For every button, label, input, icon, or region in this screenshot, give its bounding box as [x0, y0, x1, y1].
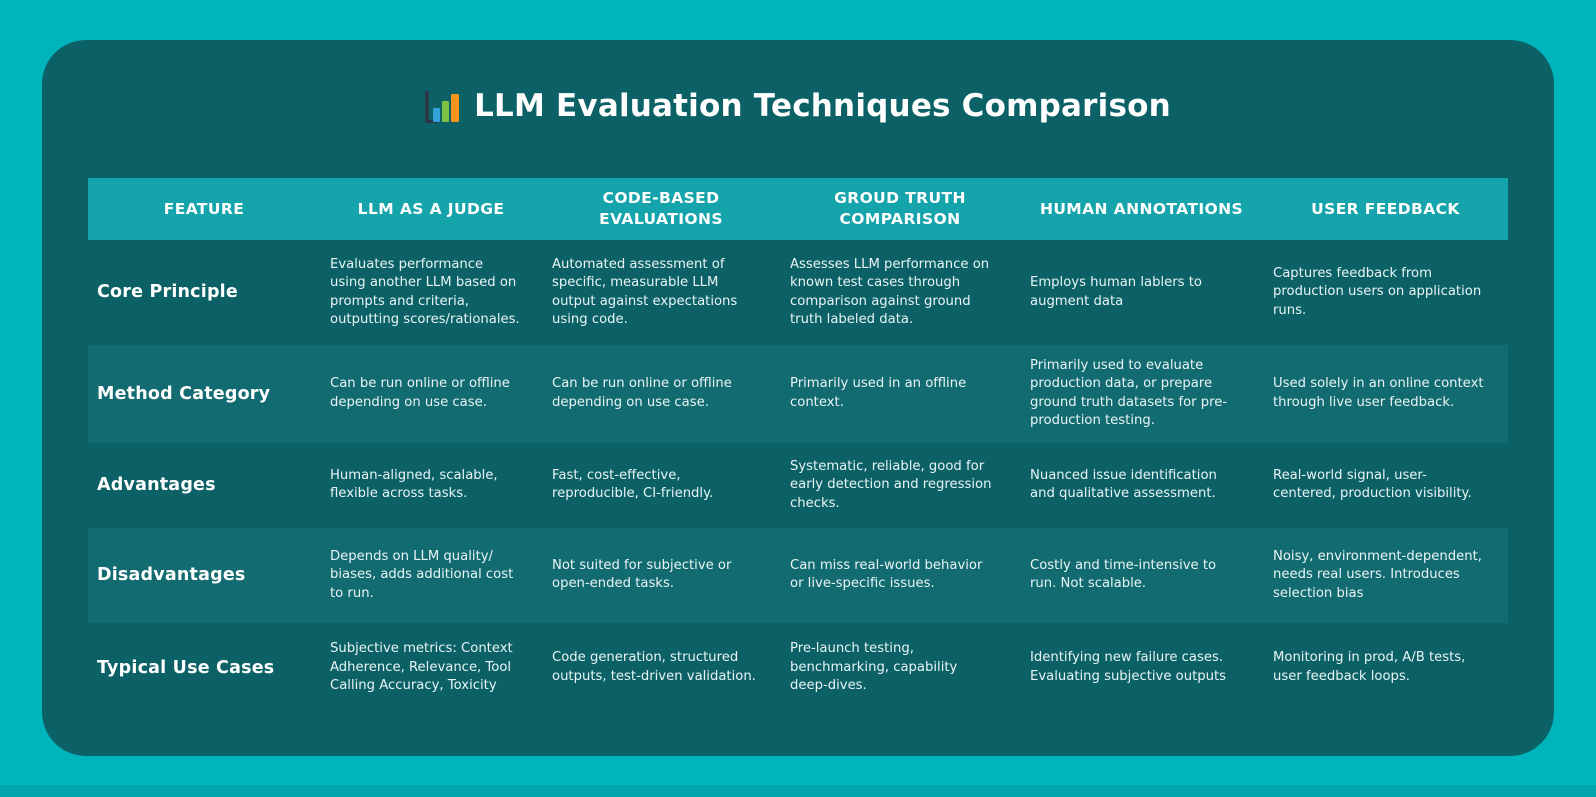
bar-chart-blue-bar	[433, 108, 441, 122]
table-row-typical-use-cases: Typical Use Cases Subjective metrics: Co…	[88, 623, 1508, 713]
page-title-text: LLM Evaluation Techniques Comparison	[474, 88, 1171, 124]
page-title: LLM Evaluation Techniques Comparison	[42, 88, 1554, 124]
bar-chart-green-bar	[442, 101, 450, 122]
table-header-row: FEATURE LLM AS A JUDGE CODE-BASED EVALUA…	[88, 178, 1508, 240]
table-cell: Depends on LLM quality/ biases, adds add…	[330, 548, 514, 601]
table-cell: Captures feedback from production users …	[1273, 265, 1482, 318]
table-row-core-principle: Core Principle Evaluates performance usi…	[88, 240, 1508, 345]
table-cell: Pre-launch testing, benchmarking, capabi…	[790, 641, 958, 694]
comparison-table: FEATURE LLM AS A JUDGE CODE-BASED EVALUA…	[88, 178, 1508, 713]
table-row-disadvantages: Disadvantages Depends on LLM quality/ bi…	[88, 527, 1508, 623]
table-cell: Systematic, reliable, good for early det…	[790, 458, 992, 511]
column-header-human-annotations: HUMAN ANNOTATIONS	[1039, 199, 1244, 218]
row-label: Disadvantages	[97, 565, 246, 586]
column-header-code-based-evaluations: CODE-BASED EVALUATIONS	[599, 189, 723, 228]
bar-chart-orange-bar	[451, 94, 460, 122]
table-cell: Real-world signal, user-centered, produc…	[1273, 467, 1472, 502]
table-cell: Costly and time-intensive to run. Not sc…	[1030, 557, 1217, 592]
table-cell: Identifying new failure cases. Evaluatin…	[1030, 650, 1227, 684]
table-cell: Can be run online or offline depending o…	[330, 376, 510, 410]
table-cell: Employs human lablers to augment data	[1030, 275, 1202, 309]
table-cell: Can miss real-world behavior or live-spe…	[790, 557, 983, 592]
comparison-card: LLM Evaluation Techniques Comparison FEA…	[42, 40, 1554, 756]
table-cell: Noisy, environment-dependent, needs real…	[1273, 548, 1482, 601]
table-cell: Automated assessment of specific, measur…	[552, 256, 738, 327]
table-cell: Subjective metrics: Context Adherence, R…	[330, 641, 513, 694]
row-label: Advantages	[97, 475, 216, 496]
bar-chart-axis	[425, 91, 430, 123]
table-cell: Evaluates performance using another LLM …	[330, 256, 520, 327]
table-cell: Not suited for subjective or open-ended …	[552, 557, 732, 592]
column-header-llm-as-a-judge: LLM AS A JUDGE	[357, 199, 505, 218]
row-label: Method Category	[97, 383, 271, 404]
table-cell: Monitoring in prod, A/B tests, user feed…	[1273, 650, 1466, 684]
column-header-feature: FEATURE	[163, 199, 245, 218]
bar-chart-icon	[425, 89, 461, 123]
table-cell: Can be run online or offline depending o…	[552, 376, 732, 410]
table-row-advantages: Advantages Human-aligned, scalable, flex…	[88, 443, 1508, 528]
table-cell: Used solely in an online context through…	[1273, 376, 1484, 410]
bottom-edge-strip	[0, 785, 1596, 797]
table-cell: Primarily used to evaluate production da…	[1030, 358, 1228, 429]
row-label: Core Principle	[97, 282, 238, 303]
column-header-ground-truth-comparison: GROUD TRUTH COMPARISON	[834, 189, 966, 228]
column-header-user-feedback: USER FEEDBACK	[1311, 199, 1460, 218]
table-cell: Fast, cost-effective, reproducible, CI-f…	[552, 467, 714, 502]
table-row-method-category: Method Category Can be run online or off…	[88, 345, 1508, 443]
table-cell: Nuanced issue identification and qualita…	[1030, 467, 1217, 502]
row-label: Typical Use Cases	[97, 657, 275, 678]
table-cell: Code generation, structured outputs, tes…	[552, 650, 756, 684]
table-cell: Assesses LLM performance on known test c…	[790, 256, 990, 327]
table-cell: Primarily used in an offline context.	[790, 376, 967, 410]
table-cell: Human-aligned, scalable, flexible across…	[330, 467, 498, 502]
bar-chart-axis-base	[425, 120, 440, 123]
